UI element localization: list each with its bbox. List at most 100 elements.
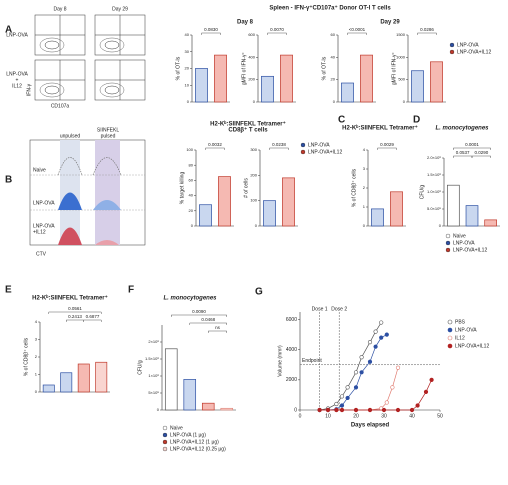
legend-marker — [447, 335, 453, 341]
y-axis-label: CFU/g — [137, 360, 143, 375]
p-value: 0.0090 — [192, 309, 206, 314]
data-point — [423, 389, 429, 395]
legend-marker — [300, 142, 306, 148]
data-point — [390, 385, 395, 390]
y-tick-label: 0 — [439, 223, 442, 228]
bar — [371, 208, 384, 227]
hist-band: pulsed — [101, 133, 116, 139]
bar — [430, 61, 443, 103]
data-point — [367, 407, 373, 413]
data-point — [353, 370, 359, 375]
flow-row: LNP-OVA — [6, 71, 28, 77]
legend-label: Naive — [453, 233, 466, 239]
y-tick-label: 200 — [250, 172, 257, 177]
p-value: 0.0561 — [68, 306, 82, 311]
data-point — [381, 407, 387, 413]
p-value: 0.2413 — [68, 314, 82, 319]
p-value: ns — [215, 325, 221, 330]
endpoint-label: Endpoint — [302, 358, 322, 364]
bar — [42, 384, 55, 393]
y-tick-label: 5×10⁵ — [148, 390, 159, 395]
legend-marker — [162, 446, 168, 452]
bracket — [208, 330, 227, 333]
p-value: 0.0468 — [201, 317, 215, 322]
y-tick-label: 80 — [189, 162, 194, 167]
y-tick-label: 40 — [331, 54, 336, 59]
bar — [411, 70, 424, 103]
bracket — [471, 155, 491, 158]
bar — [60, 372, 73, 393]
y-axis-label: % of CD8β⁺ cells — [351, 168, 357, 207]
y-tick-label: 1.5×10⁶ — [145, 356, 159, 361]
bracket — [189, 322, 227, 325]
data-point — [384, 332, 389, 337]
legend-marker — [162, 425, 168, 431]
panel-label: A — [5, 25, 12, 36]
p-value: 0.0537 — [456, 150, 470, 155]
p-value: 0.0001 — [465, 142, 479, 147]
data-point — [359, 370, 364, 375]
data-point — [353, 385, 359, 390]
p-value: 0.0070 — [270, 27, 284, 32]
bar — [484, 219, 497, 227]
y-tick-label: 0 — [253, 99, 256, 104]
y-tick-label: 2.0×10⁶ — [427, 155, 441, 160]
bar — [341, 82, 354, 103]
bar — [263, 200, 276, 227]
data-point — [415, 403, 420, 408]
data-point — [334, 407, 339, 413]
bracket — [267, 32, 287, 35]
y-tick-label: 300 — [250, 147, 257, 152]
panel-label: C — [338, 115, 345, 126]
bracket — [347, 32, 367, 35]
y-tick-label: 1500 — [396, 32, 406, 37]
y-tick-label: 1000 — [396, 54, 406, 59]
subtitle: H2-Kᵇ:SIINFEKL Tetramer⁺ — [210, 121, 286, 128]
y-tick-label: 3 — [35, 337, 38, 342]
legend-marker — [162, 439, 168, 445]
y-tick-label: 40 — [185, 32, 190, 37]
y-tick-label: 1×10⁶ — [148, 373, 159, 378]
y-tick-label: 10 — [185, 82, 190, 87]
y-axis-label: CFU/g — [419, 185, 425, 200]
y-tick-label: 0 — [255, 223, 258, 228]
legend-label: LNP-OVA — [457, 42, 479, 48]
y-tick-label: 400 — [248, 54, 255, 59]
legend-label: IL12 — [455, 335, 465, 341]
legend-marker — [445, 247, 451, 253]
legend-label: PBS — [455, 319, 466, 325]
y-tick-label: 0 — [187, 99, 190, 104]
legend-label: LNP-OVA+IL12 — [308, 149, 342, 155]
subtitle: L. monocytogenes — [163, 296, 217, 302]
p-value: <0.0001 — [349, 27, 366, 32]
legend-marker — [447, 343, 453, 349]
legend-label: LNP-OVA+IL12 (0.25 μg) — [170, 446, 226, 452]
x-tick-label: 30 — [381, 413, 387, 419]
y-tick-label: 4000 — [286, 347, 297, 353]
y-tick-label: 3 — [363, 166, 366, 171]
bar — [164, 348, 178, 411]
data-point — [379, 320, 384, 325]
y-tick-label: 0 — [403, 99, 406, 104]
data-point — [384, 400, 389, 405]
data-point — [345, 395, 350, 401]
legend-label: Naive — [170, 425, 183, 431]
p-value: 0.0238 — [272, 142, 286, 147]
legend-marker — [447, 319, 453, 325]
bracket — [171, 314, 227, 317]
data-point — [367, 340, 373, 345]
bar — [95, 361, 108, 393]
hist-band: SIINFEKL — [97, 127, 119, 133]
x-tick-label: 20 — [353, 413, 359, 419]
y-tick-label: 2×10⁶ — [148, 339, 159, 344]
panel-label: E — [5, 285, 12, 296]
data-point — [359, 355, 364, 360]
hist-row: LNP-OVA — [33, 223, 55, 229]
panel-label: G — [255, 287, 263, 298]
y-axis-label: % of OT-Is — [321, 56, 327, 80]
y-tick-label: 0 — [363, 223, 366, 228]
legend-marker — [445, 240, 451, 246]
y-tick-label: 600 — [248, 32, 255, 37]
flow-row: IL12 — [12, 83, 22, 89]
p-value: 0.0286 — [420, 27, 434, 32]
